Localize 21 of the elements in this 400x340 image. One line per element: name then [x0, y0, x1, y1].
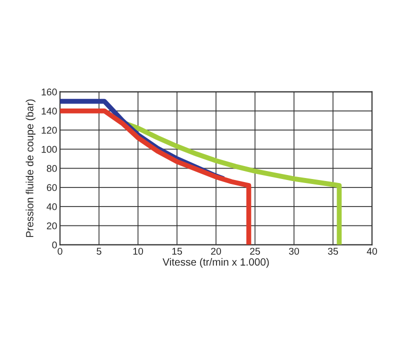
y-tick-label: 80 [46, 165, 57, 172]
x-tick-label: 10 [133, 248, 144, 255]
y-tick-label: 120 [42, 126, 57, 134]
x-tick-label: 15 [172, 248, 182, 255]
y-tick-label: 0 [52, 242, 57, 248]
x-tick-label: 40 [366, 248, 378, 255]
y-tick-label: 40 [46, 203, 57, 210]
y-tick-label: 100 [42, 146, 57, 153]
y-tick-label: 160 [42, 88, 57, 96]
line-series [60, 108, 252, 245]
x-tick-label: 30 [288, 248, 300, 255]
x-axis-title: Vitesse (tr/min x 1.000) [162, 258, 269, 268]
y-tick-label: 20 [46, 222, 57, 230]
y-tick-label: 60 [46, 184, 57, 192]
x-tick-label: 25 [250, 248, 260, 255]
x-tick-label: 35 [328, 248, 338, 255]
x-tick-label: 0 [58, 248, 62, 255]
x-tick-label: 20 [211, 248, 222, 255]
x-tick-label: 5 [96, 248, 102, 255]
y-axis-title: Pression fluide de coupe (bar) [26, 99, 36, 237]
y-tick-label: 140 [42, 108, 57, 115]
